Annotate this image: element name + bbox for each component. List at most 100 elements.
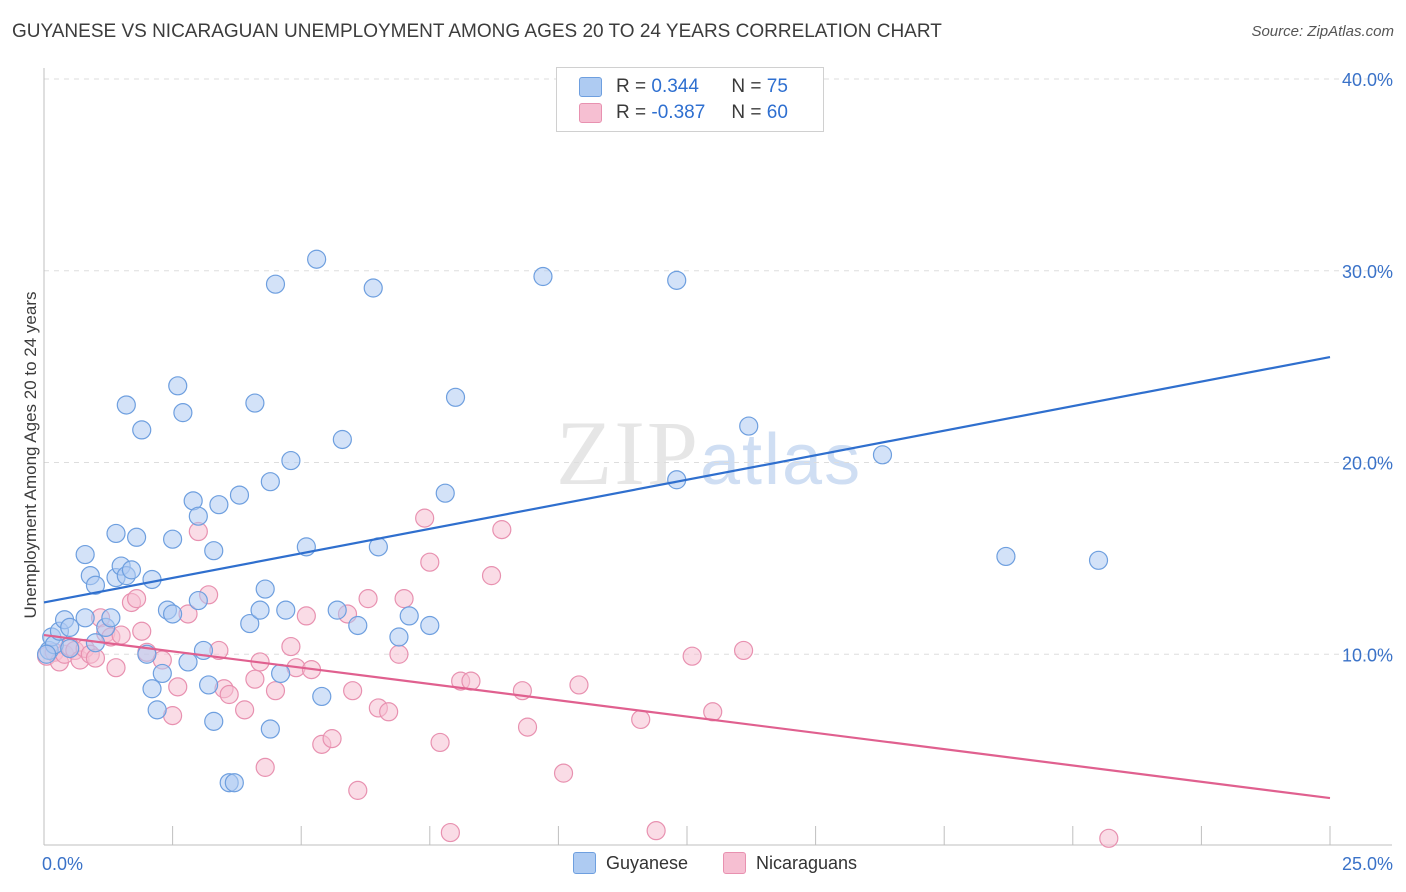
guyanese-point: [75, 544, 95, 565]
guyanese-point: [1088, 550, 1109, 570]
guyanese-point: [209, 495, 229, 515]
y-tick-label: 10.0%: [1342, 645, 1393, 665]
guyanese-point: [240, 613, 260, 634]
guyanese-swatch: [579, 77, 602, 97]
guyanese-swatch: [573, 852, 596, 874]
nicaraguans-swatch: [723, 852, 746, 874]
guyanese-point: [281, 450, 301, 471]
correlation-legend: R = 0.344 N = 75 R = -0.387 N = 60: [556, 67, 824, 132]
trend-lines: [43, 355, 1331, 800]
guyanese-point: [348, 615, 368, 636]
nicaraguans-n-value: 60: [766, 102, 788, 123]
nicaraguans-point: [168, 677, 188, 697]
guyanese-point: [435, 483, 455, 503]
x-tick-label: 25.0%: [1342, 854, 1393, 874]
guyanese-point: [271, 663, 291, 684]
source-label: Source: ZipAtlas.com: [1251, 23, 1394, 40]
nicaraguans-point: [1099, 828, 1119, 848]
nicaraguans-point: [322, 729, 342, 749]
guyanese-point: [312, 686, 332, 707]
guyanese-point: [163, 604, 183, 624]
nicaraguans-point: [553, 763, 574, 783]
legend-label-guyanese: Guyanese: [606, 852, 689, 873]
guyanese-point: [188, 506, 208, 526]
guyanese-trend-line: [43, 355, 1331, 604]
nicaraguans-point: [682, 646, 702, 666]
nicaraguans-point: [358, 589, 378, 609]
y-tick-label: 40.0%: [1342, 70, 1393, 90]
nicaraguans-point: [631, 709, 651, 730]
nicaraguans-point: [517, 717, 538, 737]
guyanese-point: [399, 606, 419, 626]
nicaraguans-point: [415, 508, 435, 528]
legend-item-nicaraguans[interactable]: Nicaraguans: [723, 852, 857, 874]
legend-row-guyanese: R = 0.344 N = 75: [579, 75, 788, 99]
guyanese-point: [872, 445, 893, 465]
guyanese-point: [126, 527, 147, 547]
guyanese-point: [147, 700, 167, 720]
guyanese-point: [36, 644, 57, 664]
guyanese-point: [60, 617, 80, 638]
nicaraguans-trend-line: [43, 633, 1331, 800]
guyanese-point: [121, 560, 142, 580]
guyanese-point: [265, 274, 286, 294]
n-label: N =: [731, 76, 762, 97]
guyanese-point: [533, 266, 553, 287]
nicaraguans-point: [492, 520, 512, 540]
nicaraguans-point: [348, 780, 368, 800]
nicaraguans-point: [281, 636, 301, 657]
x-tick-label: 0.0%: [42, 854, 83, 874]
nicaraguans-point: [569, 675, 589, 695]
nicaraguans-point: [265, 681, 286, 701]
nicaraguans-point: [420, 552, 440, 572]
nicaraguans-point: [132, 621, 152, 641]
guyanese-point: [152, 663, 172, 684]
guyanese-point: [116, 395, 136, 415]
nicaraguans-point: [733, 640, 754, 661]
guyanese-point: [204, 541, 224, 561]
nicaraguans-point: [440, 822, 460, 843]
guyanese-point: [163, 529, 183, 549]
guyanese-point: [276, 600, 296, 620]
guyanese-point: [106, 523, 126, 544]
guyanese-point: [173, 403, 193, 423]
guyanese-point: [168, 376, 188, 396]
guyanese-point: [389, 627, 409, 647]
guyanese-point: [420, 615, 440, 636]
guyanese-point: [199, 675, 219, 695]
tick-labels: 10.0% 20.0% 30.0% 40.0% 0.0% 25.0%: [42, 70, 1393, 874]
guyanese-point: [204, 711, 224, 731]
r-label: R =: [616, 102, 647, 123]
nicaraguans-point: [235, 700, 255, 720]
guyanese-point: [332, 429, 352, 450]
axes: [43, 68, 1392, 846]
nicaraguans-point: [343, 681, 363, 701]
nicaraguans-point: [255, 757, 275, 777]
nicaraguans-point: [106, 658, 126, 678]
r-label: R =: [616, 76, 647, 97]
legend-item-guyanese[interactable]: Guyanese: [573, 852, 688, 874]
guyanese-point: [363, 278, 383, 298]
guyanese-point: [445, 387, 466, 407]
nicaraguans-point: [394, 589, 414, 609]
nicaraguans-points: [36, 508, 1119, 848]
guyanese-point: [142, 569, 162, 590]
guyanese-point: [245, 393, 265, 413]
legend-row-nicaraguans: R = -0.387 N = 60: [579, 101, 788, 125]
grid-lines: [44, 78, 1392, 655]
guyanese-n-value: 75: [766, 76, 788, 97]
guyanese-point: [178, 652, 198, 672]
nicaraguans-point: [430, 732, 450, 753]
guyanese-point: [250, 600, 270, 620]
chart-title: GUYANESE VS NICARAGUAN UNEMPLOYMENT AMON…: [12, 21, 942, 42]
watermark-atlas: atlas: [700, 420, 863, 500]
n-label: N =: [731, 102, 762, 123]
guyanese-point: [667, 270, 687, 290]
guyanese-point: [255, 579, 275, 599]
guyanese-point: [260, 472, 280, 492]
nicaraguans-point: [126, 589, 147, 609]
guyanese-point: [739, 416, 759, 436]
guyanese-point: [307, 249, 327, 269]
nicaraguans-r-value: -0.387: [651, 102, 706, 123]
